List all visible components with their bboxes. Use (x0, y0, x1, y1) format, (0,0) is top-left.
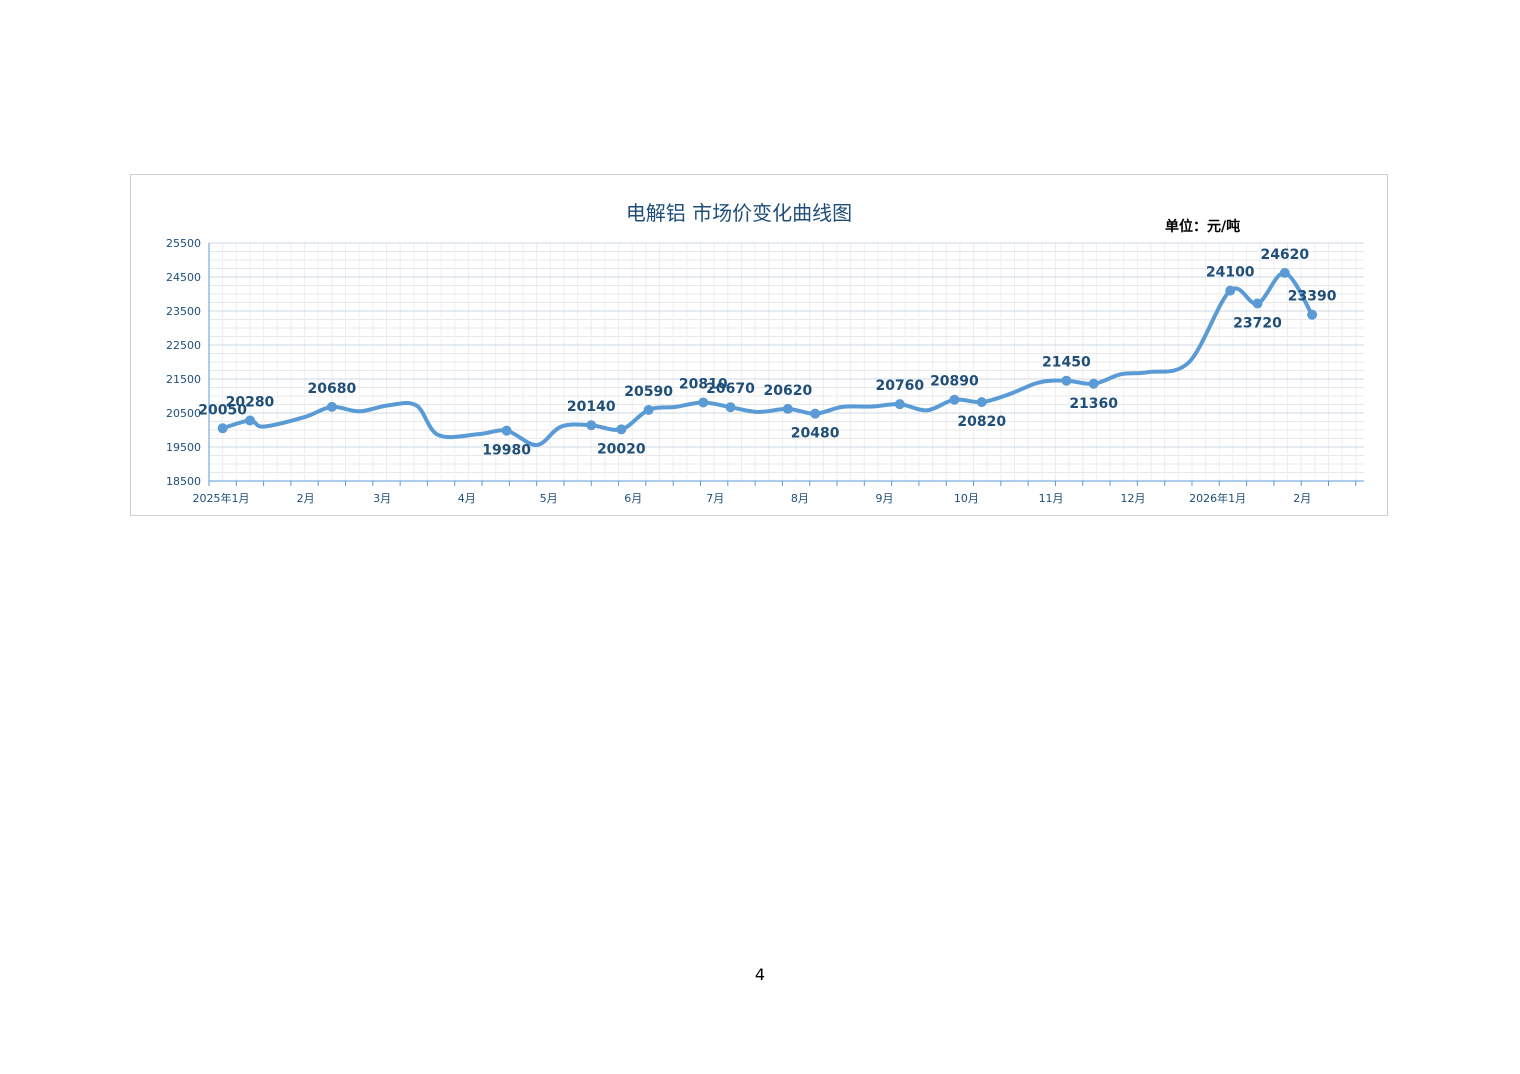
data-label: 20620 (764, 383, 813, 399)
x-tick-label: 9月 (876, 492, 894, 505)
x-tick-label: 2026年1月 (1189, 491, 1246, 505)
data-point-marker (725, 402, 736, 413)
x-tick-label: 3月 (373, 492, 391, 505)
y-tick-label: 25500 (166, 237, 201, 250)
data-point-marker (1307, 309, 1318, 320)
data-label: 21450 (1042, 355, 1091, 371)
chart-axes: 25500 24500 23500 22500 21500 20500 19500 18500… (166, 237, 1364, 505)
y-tick-label: 21500 (166, 373, 201, 386)
data-label: 20590 (624, 384, 673, 400)
data-point-marker (1088, 378, 1099, 389)
data-label: 20050 (198, 402, 247, 418)
x-tick-label: 11月 (1039, 492, 1064, 505)
x-tick-label: 5月 (540, 492, 558, 505)
x-tick-label: 7月 (706, 492, 724, 505)
series-line-group (217, 267, 1318, 447)
data-label: 23720 (1233, 316, 1282, 332)
x-tick-label: 4月 (458, 492, 476, 505)
y-tick-label: 23500 (166, 305, 201, 318)
line-chart: 25500 24500 23500 22500 21500 20500 19500 18500… (166, 201, 1364, 505)
x-tick-label: 2月 (297, 492, 315, 505)
data-point-marker (976, 397, 987, 408)
unit-label: 单位：元/吨 (1165, 218, 1240, 235)
data-point-marker (949, 394, 960, 405)
data-label: 20810 (679, 376, 728, 392)
data-label: 24100 (1206, 265, 1255, 281)
x-tick-label: 12月 (1120, 492, 1145, 505)
data-label: 20280 (226, 394, 275, 410)
data-point-marker (782, 403, 793, 414)
data-label: 23390 (1288, 289, 1337, 305)
data-label: 20140 (567, 399, 616, 415)
chart-grid (208, 242, 1364, 482)
data-label: 20480 (791, 426, 840, 442)
y-tick-label: 18500 (166, 475, 201, 488)
page-number: 4 (754, 965, 766, 984)
data-point-marker (698, 397, 709, 408)
data-point-marker (586, 420, 597, 431)
x-tick-label: 2025年1月 (193, 491, 250, 505)
data-point-marker (643, 404, 654, 415)
data-point-marker (1279, 267, 1290, 278)
data-label: 20890 (930, 374, 979, 390)
data-label: 20680 (308, 381, 357, 397)
data-label: 19980 (482, 443, 531, 459)
data-point-marker (1061, 375, 1072, 386)
chart-title: 电解铝 市场价变化曲线图 (626, 201, 852, 225)
y-tick-label: 20500 (166, 407, 201, 420)
data-label: 20760 (875, 378, 924, 394)
y-tick-label: 22500 (166, 339, 201, 352)
data-point-marker (326, 401, 337, 412)
data-point-marker (217, 423, 228, 434)
chart-panel: 25500 24500 23500 22500 21500 20500 19500 18500… (130, 174, 1388, 516)
data-point-marker (894, 399, 905, 410)
data-label: 24620 (1260, 247, 1309, 263)
series-line (220, 270, 1315, 447)
x-tick-label: 2月 (1293, 492, 1311, 505)
data-label: 21360 (1069, 396, 1118, 412)
data-label: 20670 (706, 381, 755, 397)
data-point-marker (244, 415, 255, 426)
x-tick-label: 10月 (954, 492, 979, 505)
data-point-marker (616, 424, 627, 435)
y-tick-label: 24500 (166, 271, 201, 284)
x-tick-label: 6月 (624, 492, 642, 505)
data-label: 20020 (597, 441, 646, 457)
data-point-marker (810, 408, 821, 419)
data-point-marker (501, 425, 512, 436)
data-label: 20820 (957, 414, 1006, 430)
data-point-marker (1252, 298, 1263, 309)
y-tick-label: 19500 (166, 441, 201, 454)
data-point-marker (1225, 285, 1236, 296)
x-tick-label: 8月 (791, 492, 809, 505)
